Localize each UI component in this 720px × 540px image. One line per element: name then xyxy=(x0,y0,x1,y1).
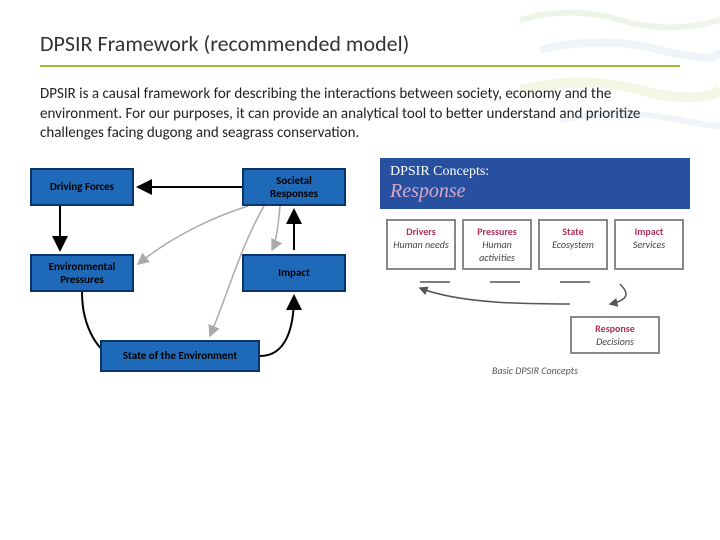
concept-heading: Impact xyxy=(618,225,680,238)
flow-node-societal: Societal Responses xyxy=(242,168,346,206)
concept-sub: Human needs xyxy=(390,238,452,251)
concepts-panel: DPSIR Concepts: Response DriversHuman ne… xyxy=(380,158,690,398)
concept-boxes-row: DriversHuman needsPressuresHuman activit… xyxy=(380,215,690,274)
concept-box-3: ImpactServices xyxy=(614,219,684,270)
banner-line2: Response xyxy=(390,180,680,203)
concept-box-1: PressuresHuman activities xyxy=(462,219,532,270)
concept-heading: Pressures xyxy=(466,225,528,238)
concept-sub: Human activities xyxy=(466,238,528,264)
banner-line1: DPSIR Concepts: xyxy=(390,164,680,180)
concept-box-0: DriversHuman needs xyxy=(386,219,456,270)
flow-node-impact: Impact xyxy=(242,254,346,292)
concept-sub: Services xyxy=(618,238,680,251)
slide-description: DPSIR is a causal framework for describi… xyxy=(0,85,720,158)
concept-box-response: Response Decisions xyxy=(570,316,660,354)
concept-heading: State xyxy=(542,225,604,238)
flow-node-driving: Driving Forces xyxy=(30,168,134,206)
content-area: Driving Forces Societal Responses Environm… xyxy=(0,158,720,398)
flow-diagram: Driving Forces Societal Responses Environm… xyxy=(30,158,360,398)
concepts-caption: Basic DPSIR Concepts xyxy=(380,364,690,377)
concept-arrows xyxy=(380,280,690,310)
flow-node-env: Environmental Pressures xyxy=(30,254,134,292)
response-heading: Response xyxy=(574,322,656,335)
response-sub: Decisions xyxy=(574,335,656,348)
response-row: Response Decisions xyxy=(380,316,690,354)
concept-heading: Drivers xyxy=(390,225,452,238)
title-rule xyxy=(40,65,680,67)
concepts-banner: DPSIR Concepts: Response xyxy=(380,158,690,209)
slide-title: DPSIR Framework (recommended model) xyxy=(0,0,720,65)
flow-node-state: State of the Environment xyxy=(100,340,260,372)
concept-box-2: StateEcosystem xyxy=(538,219,608,270)
concept-sub: Ecosystem xyxy=(542,238,604,251)
